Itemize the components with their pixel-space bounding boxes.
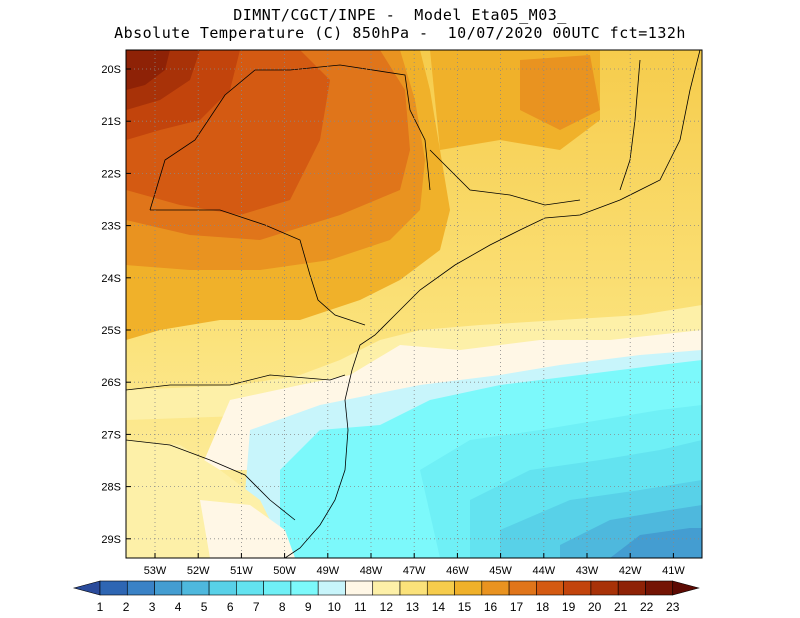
colorbar-swatch bbox=[590, 580, 619, 596]
colorbar-label: 4 bbox=[175, 600, 182, 614]
lat-label: 23S bbox=[101, 221, 121, 233]
colorbar-label: 1 bbox=[97, 600, 104, 614]
latitude-labels: 20S 21S 22S 23S 24S 25S 26S 27S 28S 29S bbox=[101, 64, 131, 546]
chart-title-line-1: DIMNT/CGCT/INPE - Model Eta05_M03_ bbox=[233, 6, 567, 24]
lat-label: 29S bbox=[101, 534, 121, 546]
lat-label: 24S bbox=[101, 273, 121, 285]
lat-label: 26S bbox=[101, 377, 121, 389]
lon-label: 51W bbox=[230, 565, 253, 577]
lat-label: 28S bbox=[101, 482, 121, 494]
lon-label: 47W bbox=[403, 565, 426, 577]
gridlines bbox=[126, 50, 702, 558]
colorbar-swatch bbox=[399, 580, 428, 596]
colorbar-label: 12 bbox=[380, 600, 394, 614]
colorbar-swatch bbox=[181, 580, 210, 596]
colorbar-label: 15 bbox=[458, 600, 472, 614]
colorbar-label: 7 bbox=[253, 600, 260, 614]
colorbar-arrow-left bbox=[72, 580, 101, 596]
lon-label: 44W bbox=[532, 565, 555, 577]
colorbar-swatch bbox=[345, 580, 374, 596]
colorbar-swatch bbox=[208, 580, 237, 596]
colorbar: 1 2 3 4 5 6 7 8 9 10 11 12 13 14 15 16 17 18 19 20 21 22 23 bbox=[72, 580, 700, 614]
longitude-labels: 53W 52W 51W 50W 49W 48W 47W 46W 45W 44W 43W 42W 41W bbox=[144, 553, 685, 577]
temperature-field bbox=[126, 50, 702, 558]
lon-label: 46W bbox=[446, 565, 469, 577]
colorbar-swatch bbox=[290, 580, 319, 596]
colorbar-label: 10 bbox=[328, 600, 342, 614]
chart-title-line-2: Absolute Temperature (C) 850hPa - 10/07/… bbox=[114, 24, 686, 42]
colorbar-swatch bbox=[154, 580, 183, 596]
colorbar-label: 22 bbox=[640, 600, 654, 614]
colorbar-swatch bbox=[317, 580, 346, 596]
lon-label: 48W bbox=[360, 565, 383, 577]
colorbar-swatch bbox=[99, 580, 128, 596]
colorbar-label: 16 bbox=[484, 600, 498, 614]
lon-label: 43W bbox=[576, 565, 599, 577]
colorbar-swatch bbox=[372, 580, 401, 596]
colorbar-swatch bbox=[563, 580, 592, 596]
lon-label: 49W bbox=[316, 565, 339, 577]
colorbar-label: 8 bbox=[279, 600, 286, 614]
colorbar-label: 17 bbox=[510, 600, 524, 614]
lat-label: 25S bbox=[101, 325, 121, 337]
colorbar-label: 6 bbox=[227, 600, 234, 614]
colorbar-swatch bbox=[236, 580, 264, 596]
lon-label: 42W bbox=[619, 565, 642, 577]
colorbar-swatch bbox=[481, 580, 510, 596]
colorbar-swatch bbox=[617, 580, 646, 596]
colorbar-label: 21 bbox=[614, 600, 628, 614]
colorbar-swatch bbox=[263, 580, 292, 596]
lon-label: 41W bbox=[662, 565, 685, 577]
lat-label: 20S bbox=[101, 64, 121, 76]
colorbar-label: 19 bbox=[562, 600, 576, 614]
colorbar-label: 11 bbox=[354, 600, 367, 614]
colorbar-label: 2 bbox=[123, 600, 130, 614]
colorbar-label: 18 bbox=[536, 600, 550, 614]
colorbar-swatch bbox=[536, 580, 564, 596]
lon-label: 53W bbox=[144, 565, 167, 577]
lat-label: 22S bbox=[101, 168, 121, 180]
lat-label: 21S bbox=[101, 116, 121, 128]
colorbar-label: 20 bbox=[588, 600, 602, 614]
colorbar-swatch bbox=[645, 580, 674, 596]
colorbar-swatch bbox=[126, 580, 155, 596]
colorbar-swatch bbox=[454, 580, 483, 596]
colorbar-label: 3 bbox=[149, 600, 156, 614]
colorbar-label: 13 bbox=[406, 600, 420, 614]
colorbar-label: 23 bbox=[666, 600, 680, 614]
lon-label: 52W bbox=[187, 565, 210, 577]
colorbar-arrow-right bbox=[672, 580, 700, 596]
colorbar-label: 9 bbox=[305, 600, 312, 614]
colorbar-swatch bbox=[426, 580, 455, 596]
lon-label: 50W bbox=[273, 565, 296, 577]
colorbar-label: 14 bbox=[432, 600, 446, 614]
colorbar-swatch bbox=[508, 580, 537, 596]
colorbar-label: 5 bbox=[201, 600, 208, 614]
lat-label: 27S bbox=[101, 429, 121, 441]
lon-label: 45W bbox=[489, 565, 512, 577]
boundaries bbox=[126, 50, 701, 558]
